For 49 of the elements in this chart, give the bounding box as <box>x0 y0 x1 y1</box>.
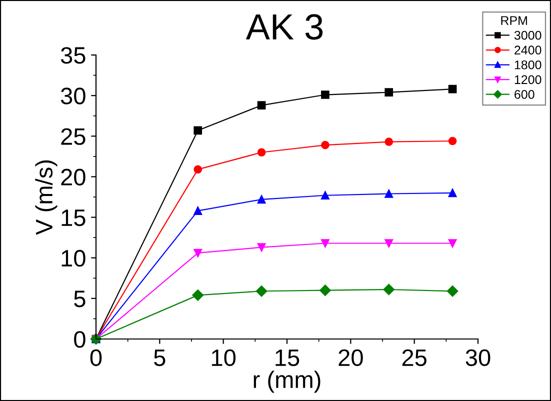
y-tick-label: 20 <box>61 168 86 186</box>
point <box>194 248 202 258</box>
y-tick-label: 15 <box>62 210 86 226</box>
x-tick-label: 10 <box>212 349 236 366</box>
point <box>257 101 266 110</box>
point <box>448 136 457 146</box>
point <box>384 239 394 248</box>
y-tick-label: 5 <box>74 290 86 308</box>
point <box>256 286 268 297</box>
y-tick-label: 25 <box>61 128 86 145</box>
point <box>194 126 202 135</box>
x-tick-label: 20 <box>338 349 363 366</box>
legend-label: 2400 <box>514 46 542 55</box>
point <box>384 138 394 146</box>
point <box>384 88 394 96</box>
point <box>383 284 394 296</box>
point <box>384 190 394 198</box>
point <box>448 188 457 198</box>
y-tick-label: 10 <box>62 250 86 267</box>
legend-label: 1200 <box>514 75 542 84</box>
legend-title: RPM <box>501 16 527 25</box>
point <box>448 239 457 248</box>
point <box>446 286 458 297</box>
point <box>257 195 266 204</box>
x-tick-label: 5 <box>154 350 166 366</box>
point <box>321 90 330 99</box>
point <box>257 243 266 252</box>
point <box>192 290 204 301</box>
point <box>321 191 330 200</box>
point <box>320 284 331 296</box>
legend-label: 3000 <box>514 30 542 40</box>
point <box>321 140 330 150</box>
x-tick-label: 0 <box>90 349 102 366</box>
point <box>257 148 266 157</box>
point <box>194 165 202 174</box>
x-tick-label: 25 <box>402 349 426 366</box>
point <box>321 239 330 248</box>
y-tick-label: 0 <box>74 331 86 348</box>
x-axis-title: r (mm) <box>254 370 320 393</box>
point <box>194 206 202 215</box>
x-tick-label: 15 <box>276 350 300 366</box>
point <box>448 84 457 94</box>
legend-label: 600 <box>514 90 534 99</box>
x-tick-label: 30 <box>466 349 490 366</box>
chart-title: AK 3 <box>246 14 323 40</box>
y-tick-label: 35 <box>60 47 86 64</box>
y-tick-label: 30 <box>60 88 86 104</box>
legend-label: 1800 <box>514 60 542 70</box>
y-axis-title: V (m/s) <box>35 160 58 235</box>
